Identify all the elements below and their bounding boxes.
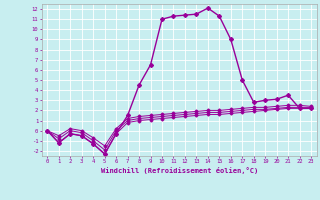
X-axis label: Windchill (Refroidissement éolien,°C): Windchill (Refroidissement éolien,°C)	[100, 167, 258, 174]
